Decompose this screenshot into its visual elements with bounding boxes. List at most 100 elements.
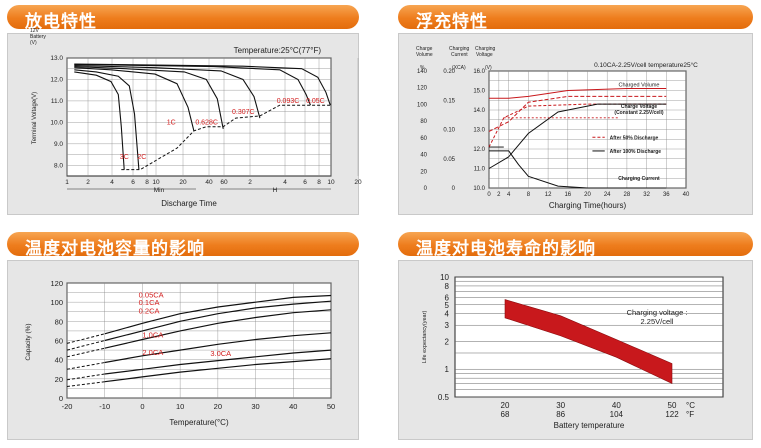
- capacity-series-dashed-0: [66, 333, 105, 344]
- discharge-annotation: Temperature:25°C(77°F): [234, 46, 322, 55]
- charge-voltage-tick: 10.0: [473, 186, 485, 192]
- capacity-xtick: 50: [327, 402, 335, 411]
- capacity-series-dashed-1: [66, 340, 105, 351]
- charge-col3-label: Charging: [475, 46, 496, 52]
- charge-volume-tick: 0: [424, 186, 428, 192]
- charge-xtick: 40: [683, 192, 690, 198]
- charge-voltage-tick: 14.0: [473, 108, 485, 114]
- capacity-xlabel: Temperature(°C): [169, 418, 229, 427]
- charge-current-tick: 0.20: [443, 69, 455, 75]
- discharge-xtick: 6: [131, 179, 135, 186]
- discharge-series-label-5: 0.093C: [277, 98, 300, 105]
- discharge-ytick: 8.0: [54, 162, 63, 169]
- capacity-ytick: 40: [55, 356, 63, 365]
- charge-col3-label2: Voltage: [476, 52, 493, 58]
- discharge-y-unit: 12V: [30, 28, 40, 34]
- charge-xtick: 8: [527, 192, 531, 198]
- capacity-series-label-5: 3.0CA: [210, 349, 231, 358]
- charge-xlabel: Charging Time(hours): [549, 201, 627, 210]
- life-xtick-f: 86: [556, 410, 565, 419]
- discharge-title: 放电特性: [25, 12, 97, 31]
- discharge-ytick: 12.0: [50, 76, 63, 83]
- discharge-xtick: 60: [220, 179, 228, 186]
- discharge-h-label: H: [273, 187, 278, 194]
- charge-xtick: 24: [604, 192, 611, 198]
- discharge-series-label-2: 1C: [167, 120, 176, 127]
- discharge-series-label-4: 0.307C: [232, 109, 255, 116]
- charge-col2-label: Charging: [449, 46, 470, 52]
- life-unit-f: °F: [686, 410, 694, 419]
- discharge-y-unit3: (V): [30, 40, 37, 46]
- discharge-xtick: 10: [327, 179, 335, 186]
- life-xtick-f: 68: [501, 410, 510, 419]
- capacity-series-1: [104, 300, 332, 342]
- discharge-xtick: 6: [303, 179, 307, 186]
- discharge-xtick: 20: [179, 179, 187, 186]
- capacity-series-dashed-5: [66, 381, 105, 387]
- discharge-series-label-6: 0.05C: [306, 98, 325, 105]
- charge-voltage-tick: 16.0: [473, 69, 485, 75]
- life-xtick-c: 50: [668, 401, 677, 410]
- discharge-series-0: [74, 71, 125, 170]
- life-ylabel: Life expectancy(year): [422, 311, 428, 364]
- life-ytick: 6: [445, 293, 450, 302]
- charge-xtick: 12: [545, 192, 552, 198]
- discharge-xtick: 10: [152, 179, 160, 186]
- life-xtick-c: 40: [612, 401, 621, 410]
- capacity-xtick: 10: [176, 402, 184, 411]
- life-expectancy-band: [504, 299, 673, 384]
- life-ytick: 1: [445, 365, 450, 374]
- discharge-title-bar: 放电特性: [7, 5, 359, 31]
- capacity-series-0: [104, 294, 332, 335]
- capacity-series-3: [104, 332, 332, 364]
- charge-current-tick: 0.05: [443, 157, 455, 163]
- capacity-series-2: [104, 309, 332, 349]
- capacity-ytick: 0: [59, 394, 63, 403]
- charge-legend-3: After 100% Discharge: [610, 149, 662, 155]
- capacity-series-label-1: 0.1CA: [139, 298, 160, 307]
- discharge-series-5: [74, 63, 312, 106]
- charge-series-0: [489, 88, 667, 99]
- charge-xtick: 16: [564, 192, 571, 198]
- capacity-series-5: [104, 358, 332, 383]
- discharge-xtick: 1: [65, 179, 69, 186]
- discharge-y-unit2: Battery: [30, 34, 46, 40]
- life-ytick: 8: [445, 282, 450, 291]
- life-xlabel: Battery temperature: [554, 421, 625, 430]
- capacity-series-4: [104, 349, 332, 375]
- charge-col3-unit: (V): [485, 65, 492, 71]
- charge-series-4: [489, 150, 667, 189]
- charge-title: 浮充特性: [416, 12, 488, 31]
- life-ytick: 0.5: [438, 393, 450, 402]
- capacity-ylabel: Capacity (%): [25, 323, 32, 360]
- charge-xtick: 0: [487, 192, 491, 198]
- charge-xtick: 2: [497, 192, 501, 198]
- charge-legend-1a: Charge Voltage: [621, 104, 658, 110]
- capacity-ytick: 60: [55, 337, 63, 346]
- discharge-series-label-1: 2C: [137, 154, 146, 161]
- life-annotation-1: Charging voltage :: [627, 308, 688, 317]
- discharge-series-6: [74, 63, 331, 106]
- capacity-ytick: 20: [55, 375, 63, 384]
- capacity-title: 温度对电池容量的影响: [25, 239, 205, 258]
- capacity-series-dashed-3: [66, 362, 105, 370]
- charge-xtick: 20: [584, 192, 591, 198]
- discharge-min-label: Min: [154, 187, 165, 194]
- charge-volume-tick: 20: [420, 169, 427, 175]
- charge-legend-2: After 50% Discharge: [610, 135, 659, 141]
- discharge-series-3: [74, 66, 224, 129]
- charge-voltage-tick: 12.0: [473, 147, 485, 153]
- capacity-series-dashed-4: [66, 373, 105, 381]
- life-xtick-f: 122: [665, 410, 679, 419]
- discharge-ytick: 10.0: [50, 119, 63, 126]
- discharge-ylabel: Terminal Voltage(V): [32, 92, 38, 144]
- charge-annotation: 0.10CA-2.25V/cell temperature25°C: [594, 61, 698, 69]
- charge-col1-unit: %: [420, 65, 425, 71]
- discharge-cutoff-line: [121, 104, 331, 171]
- discharge-series-label-3: 0.628C: [195, 120, 218, 127]
- capacity-xtick: 0: [140, 402, 144, 411]
- capacity-series-label-2: 0.2CA: [139, 307, 160, 316]
- charge-xtick: 4: [507, 192, 511, 198]
- charge-volume-tick: 140: [417, 69, 428, 75]
- discharge-xtick: 8: [145, 179, 149, 186]
